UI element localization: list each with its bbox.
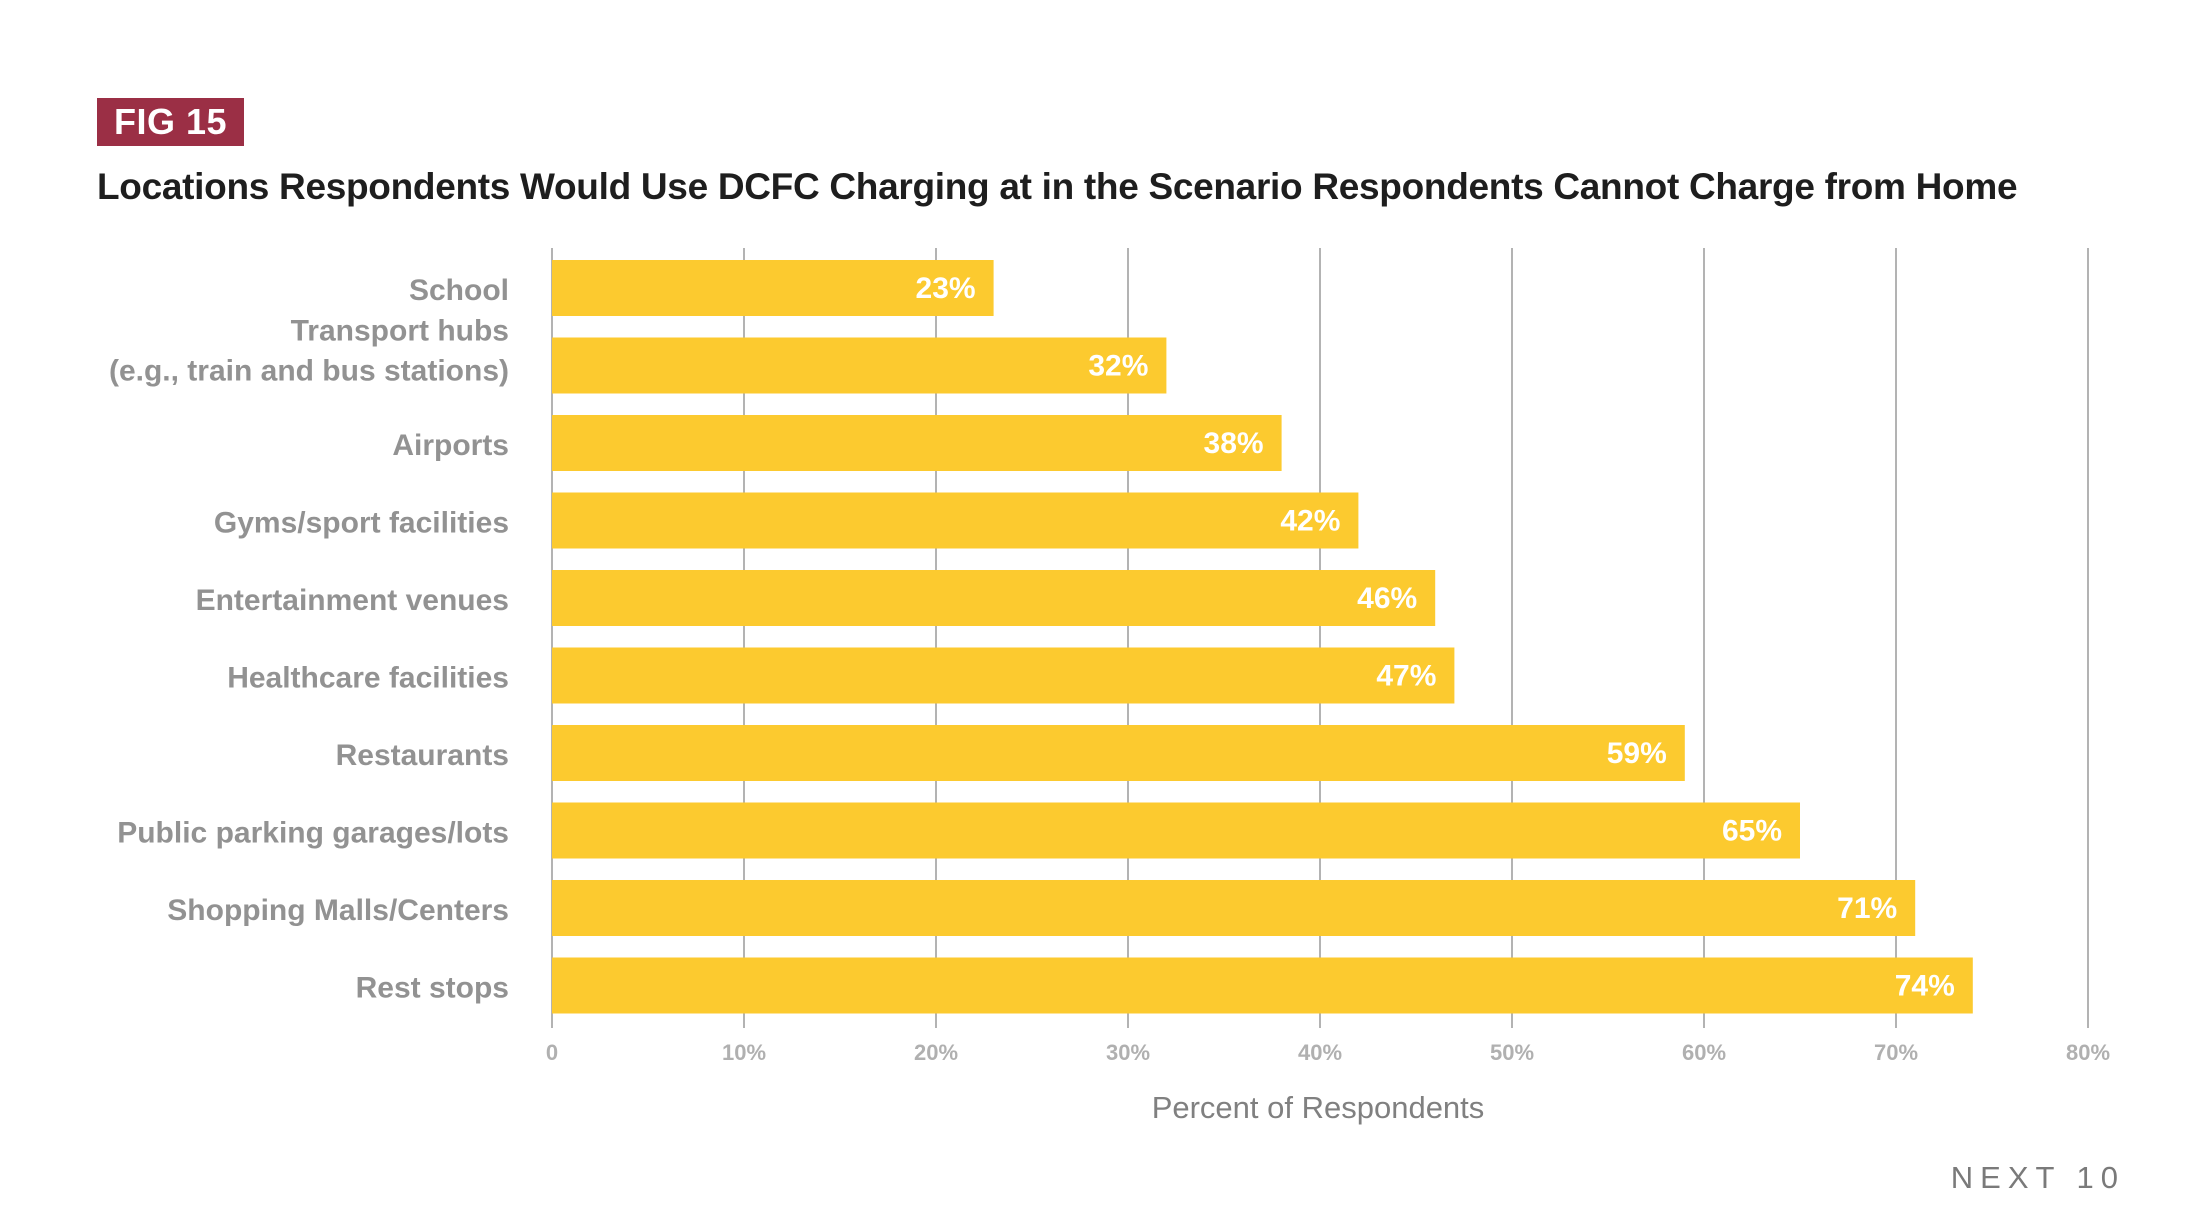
category-label: Restaurants xyxy=(336,739,509,772)
bar xyxy=(552,725,1685,781)
category-label: Rest stops xyxy=(356,972,509,1005)
bar xyxy=(552,570,1436,626)
data-label: 47% xyxy=(1376,660,1436,693)
category-label: Entertainment venues xyxy=(196,584,509,617)
bars: 23% 32% 38% 42% 46% 47% 59% 65% 71% 74% xyxy=(552,260,1973,1014)
x-tick-label: 70% xyxy=(1874,1040,1918,1065)
x-tick-label: 0 xyxy=(546,1040,558,1065)
category-label: Gyms/sport facilities xyxy=(214,507,509,540)
chart-title: Locations Respondents Would Use DCFC Cha… xyxy=(97,166,2018,207)
data-label: 74% xyxy=(1895,970,1955,1003)
bar xyxy=(552,260,994,316)
data-label: 46% xyxy=(1357,582,1417,615)
category-label: Shopping Malls/Centers xyxy=(167,894,509,927)
bar xyxy=(552,492,1359,549)
category-labels: School Transport hubs (e.g., train and bus… xyxy=(109,274,509,1005)
x-axis-label: Percent of Respondents xyxy=(1152,1090,1485,1125)
bar xyxy=(552,647,1455,704)
x-tick-label: 60% xyxy=(1682,1040,1726,1065)
category-label: (e.g., train and bus stations) xyxy=(109,355,509,388)
bar xyxy=(552,415,1282,471)
x-tick-labels: 0 10% 20% 30% 40% 50% 60% 70% 80% xyxy=(546,1040,2110,1065)
data-label: 32% xyxy=(1088,350,1148,383)
x-tick-label: 10% xyxy=(722,1040,766,1065)
bar xyxy=(552,337,1167,394)
data-label: 71% xyxy=(1837,892,1897,925)
x-tick-label: 50% xyxy=(1490,1040,1534,1065)
bar xyxy=(552,957,1973,1014)
x-tick-label: 20% xyxy=(914,1040,958,1065)
category-label: Airports xyxy=(392,429,509,462)
data-label: 65% xyxy=(1722,815,1782,848)
data-label: 59% xyxy=(1607,737,1667,770)
category-label: School xyxy=(409,274,509,307)
x-tick-label: 80% xyxy=(2066,1040,2110,1065)
data-label: 23% xyxy=(916,272,976,305)
data-label: 38% xyxy=(1204,427,1264,460)
bar xyxy=(552,880,1916,936)
category-label: Transport hubs xyxy=(291,315,509,348)
brand-logo: NEXT 10 xyxy=(1950,1160,2125,1195)
category-label: Healthcare facilities xyxy=(227,662,509,695)
bar xyxy=(552,802,1800,859)
x-tick-label: 30% xyxy=(1106,1040,1150,1065)
category-label: Public parking garages/lots xyxy=(117,817,509,850)
figure-badge: FIG 15 xyxy=(97,98,245,146)
x-tick-label: 40% xyxy=(1298,1040,1342,1065)
data-label: 42% xyxy=(1280,505,1340,538)
